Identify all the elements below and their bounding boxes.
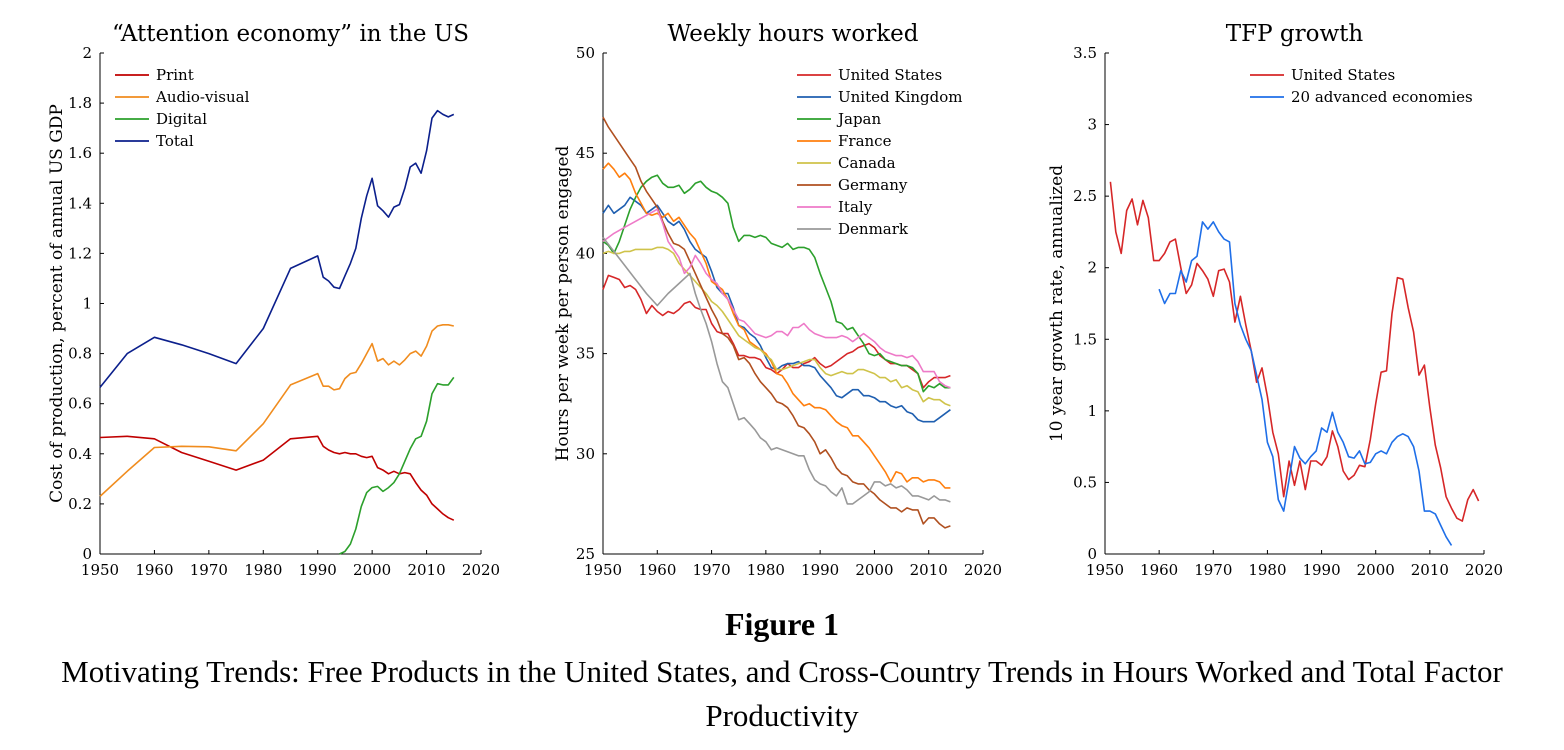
y-tick-label: 0.8 [68,345,92,363]
y-axis-label: Cost of production, percent of annual US… [47,104,67,503]
y-tick-label: 35 [576,345,595,363]
x-tick-label: 2010 [910,561,948,579]
legend-label: Canada [838,154,896,172]
y-tick-label: 1.2 [68,244,92,262]
series-line-italy [602,208,951,389]
figure-number: Figure 1 [724,606,840,642]
y-tick-label: 1.6 [68,144,92,162]
y-tick-label: 2.5 [1073,187,1097,205]
series-line-print [99,435,455,521]
series-line-united-states [1109,181,1480,522]
x-tick-label: 1980 [747,561,785,579]
legend-label: France [838,132,892,150]
series-line-france [602,162,951,489]
x-tick-label: 1990 [1302,561,1340,579]
series-line-digital [339,376,455,555]
x-tick-label: 1990 [801,561,839,579]
x-tick-label: 1990 [299,561,337,579]
y-tick-label: 0 [1087,545,1097,563]
series-line-japan [602,174,951,393]
figure-charts: “Attention economy” in the US Cost of pro… [47,21,1503,579]
x-tick-label: 1970 [1194,561,1232,579]
x-tick-label: 2010 [407,561,445,579]
y-tick-label: 0.6 [68,395,92,413]
legend-label: United Kingdom [838,88,963,106]
x-tick-label: 2000 [353,561,391,579]
legend-label: United States [1291,66,1395,84]
y-tick-label: 1 [1087,402,1097,420]
legend: United States United Kingdom Japan France Ca… [797,66,963,238]
chart-title: TFP growth [1226,21,1364,47]
y-tick-label: 50 [576,44,595,62]
chart-3: TFP growth 10 year growth rate, annualize… [1047,21,1503,579]
legend-label: Digital [156,110,207,128]
x-tick-label: 2000 [855,561,893,579]
legend-label: Italy [838,198,873,216]
legend: Print Audio-visual Digital Total [115,66,250,150]
y-axis-label: Hours per week per person engaged [553,145,573,461]
y-tick-label: 3.5 [1073,44,1097,62]
y-tick-label: 2 [82,44,92,62]
chart-1: “Attention economy” in the US Cost of pro… [47,21,500,579]
legend: United States 20 advanced economies [1250,66,1473,106]
y-tick-label: 30 [576,445,595,463]
x-tick-label: 1960 [1140,561,1178,579]
series-line-canada [602,246,951,407]
y-tick-label: 0.5 [1073,473,1097,491]
y-tick-label: 1.4 [68,194,92,212]
x-tick-label: 2010 [1411,561,1449,579]
x-tick-label: 1960 [638,561,676,579]
x-tick-label: 2020 [1465,561,1503,579]
y-tick-label: 2 [1087,259,1097,277]
y-tick-label: 0.4 [68,445,92,463]
legend-label: Print [156,66,194,84]
y-tick-label: 3 [1087,116,1097,134]
x-tick-label: 1950 [81,561,119,579]
x-tick-label: 1950 [584,561,622,579]
y-tick-label: 45 [576,144,595,162]
legend-label: Denmark [838,220,909,238]
figure-caption: Motivating Trends: Free Products in the … [61,654,1503,733]
legend-label: Total [156,132,194,150]
y-tick-label: 1.8 [68,94,92,112]
x-tick-label: 1970 [692,561,730,579]
legend-label: Audio-visual [155,88,250,106]
legend-label: Japan [836,110,882,128]
y-tick-label: 0.2 [68,495,92,513]
chart-title: “Attention economy” in the US [112,21,469,47]
x-tick-label: 2020 [964,561,1002,579]
chart-2: Weekly hours worked Hours per week per pe… [553,21,1002,579]
series-line-total [99,109,455,388]
x-tick-label: 1980 [1248,561,1286,579]
y-tick-label: 25 [576,545,595,563]
chart-title: Weekly hours worked [668,21,919,47]
series-line-20-advanced-economies [1158,221,1453,546]
legend-label: 20 advanced economies [1291,88,1473,106]
y-tick-label: 0 [82,545,92,563]
legend-label: United States [838,66,942,84]
x-tick-label: 1980 [244,561,282,579]
x-tick-label: 1960 [135,561,173,579]
series-line-denmark [602,236,951,505]
y-tick-label: 1 [82,295,92,313]
y-tick-label: 40 [576,244,595,262]
x-tick-label: 2020 [462,561,500,579]
legend-label: Germany [838,176,908,194]
x-tick-label: 2000 [1357,561,1395,579]
y-tick-label: 1.5 [1073,330,1097,348]
x-tick-label: 1970 [190,561,228,579]
y-axis-label: 10 year growth rate, annualized [1047,165,1067,442]
series-line-audio-visual [99,324,454,497]
x-tick-label: 1950 [1086,561,1124,579]
